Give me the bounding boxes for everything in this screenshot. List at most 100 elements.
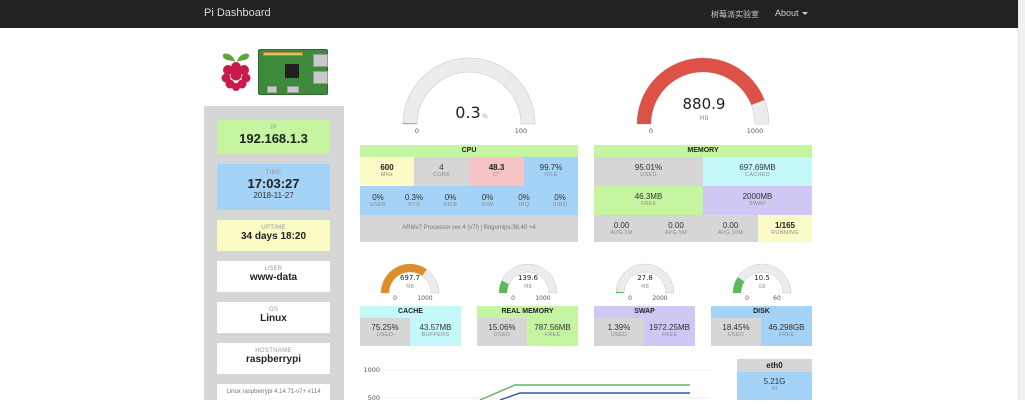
disk-free-cell: 46.298GB FREE [761,318,812,346]
load-avg-value: 0.00 [613,221,630,230]
time-card: TIME 17:03:27 2018-11-27 [217,164,330,210]
disk-gauge-max: 60 [773,295,781,302]
date-value: 2018-11-27 [253,191,294,200]
memory-gauge-min: 0 [649,127,653,135]
cache-gauge: 697.7 MB 0 1000 [377,262,443,304]
real-memory-gauge-max: 1000 [535,295,550,302]
real-memory-used-label: USED [493,332,511,338]
network-chart: 1000 500 [360,360,720,402]
memory-gauge-max: 1000 [747,127,764,135]
cpu-cores-label: CORE [432,172,451,178]
cpu-stat-cell: 0% IOW [469,186,506,215]
disk-used-value: 18.45% [722,323,750,332]
cpu-stat-cell: 0% NICE [432,186,469,215]
memory-panel: MEMORY 95.01% USED 697.69MB CACHED 46.3M… [594,145,812,242]
real-memory-free-value: 787.56MB [534,323,571,332]
swap-panel: SWAP 1.39% USED 1972.25MB FREE [594,306,695,346]
hostname-label: HOSTNAME [255,348,292,354]
network-in-line [479,384,690,401]
user-label: USER [264,266,283,272]
swap-used-cell: 1.39% USED [594,318,644,346]
nav-link-lab[interactable]: 树莓派实验室 [711,10,759,19]
time-value: 17:03:27 [247,176,300,191]
real-memory-gauge: 139.6 MB 0 1000 [495,262,561,304]
page-scrollbar[interactable] [1018,0,1025,400]
network-panel: eth0 5.21G IN [737,359,812,400]
load-avg-value: 0.00 [722,221,739,230]
running-cell: 1/165 RUNNING [758,215,812,242]
hostname-card: HOSTNAME raspberrypi [217,343,330,374]
swap-gauge-value: 27.8 [637,274,653,282]
real-memory-gauge-min: 0 [511,295,515,302]
memory-free-value: 46.3MB [634,192,663,201]
swap-used-value: 1.39% [607,323,631,332]
load-avg-label: AVG.5M [664,230,688,236]
cpu-model-row: ARMv7 Processor rev 4 (v7l) | Bogomips:3… [360,215,578,242]
memory-gauge: 880.9 MB 0 1000 [634,54,774,138]
uptime-value: 34 days 18:20 [240,231,307,242]
ip-label: IP [270,125,277,131]
ip-card: IP 192.168.1.3 [217,120,330,154]
cpu-stat-label: SYS [408,202,420,208]
cpu-stat-cell: 0% USER [360,186,396,215]
memory-swap-label: SWAP [748,201,767,207]
cache-panel: CACHE 75.25% USED 43.57MB BUFFERS [360,306,461,346]
cache-gauge-max: 1000 [417,295,432,302]
memory-used-cell: 95.01% USED [594,157,703,186]
cache-used-label: USED [376,332,394,338]
caret-down-icon [801,12,808,16]
memory-free-cell: 46.3MB FREE [594,186,703,215]
cpu-temp-label: C° [493,172,500,178]
real-memory-panel: REAL MEMORY 15.06% USED 787.56MB FREE [477,306,578,346]
time-label: TIME [265,170,282,176]
pi-board-image [258,49,328,95]
cache-buffers-label: BUFFERS [421,332,450,338]
running-value: 1/165 [774,221,796,230]
swap-used-label: USED [610,332,628,338]
top-navbar: Pi Dashboard 树莓派实验室 About [0,0,1018,28]
load-avg-label: AVG.10M [717,230,744,236]
cache-used-value: 75.25% [371,323,399,332]
cpu-model-text: ARMv7 Processor rev 4 (v7l) | Bogomips:3… [402,225,536,231]
cpu-freq-label: MHz [380,172,394,178]
user-value: www-data [249,272,298,283]
brand-title[interactable]: Pi Dashboard [204,7,271,19]
memory-free-label: FREE [640,201,657,207]
cpu-stat-value: 0% [481,193,494,202]
disk-free-value: 46.298GB [768,323,805,332]
memory-swap-value: 2000MB [742,192,773,201]
cpu-stat-value: 0.3% [404,193,424,202]
cpu-temp-cell: 48.3 C° [469,157,524,186]
cache-gauge-unit: MB [406,284,414,290]
swap-free-value: 1972.25MB [649,323,690,332]
cache-gauge-min: 0 [393,295,397,302]
network-out-line [499,392,690,401]
load-avg-label: AVG.1M [610,230,633,236]
cpu-temp-value: 48.3 [488,163,505,172]
disk-panel: DISK 18.45% USED 46.298GB FREE [711,306,812,346]
swap-gauge-max: 2000 [652,295,667,302]
memory-used-label: USED [640,172,657,178]
network-in-label: IN [771,386,778,392]
real-memory-gauge-value: 139.6 [518,274,539,282]
cpu-freq-value: 600 [380,163,394,172]
disk-gauge-min: 0 [745,295,749,302]
cpu-idle-value: 99.7% [539,163,563,172]
memory-gauge-unit: MB [699,115,708,122]
cpu-gauge-min: 0 [415,127,419,135]
swap-gauge: 27.8 MB 0 2000 [612,262,678,304]
uptime-card: UPTIME 34 days 18:20 [217,220,330,251]
cpu-stat-label: IRQ [518,202,530,208]
load-avg-cell: 0.00 AVG.5M [649,215,703,242]
raspberry-logo-icon [218,50,254,97]
nav-link-about[interactable]: About [775,8,808,18]
os-value: Linux [260,313,287,324]
cpu-stat-cell: 0.3% SYS [396,186,432,215]
cpu-gauge-unit: % [482,113,488,120]
cache-used-cell: 75.25% USED [360,318,410,346]
cache-buffers-cell: 43.57MB BUFFERS [410,318,461,346]
ip-value: 192.168.1.3 [239,131,308,146]
cache-gauge-value: 697.7 [400,274,420,282]
cpu-stats-row: 0% USER 0.3% SYS 0% NICE 0% IOW 0% IRQ 0% SIRQ [360,186,578,215]
cpu-stat-label: SIRQ [552,202,568,208]
